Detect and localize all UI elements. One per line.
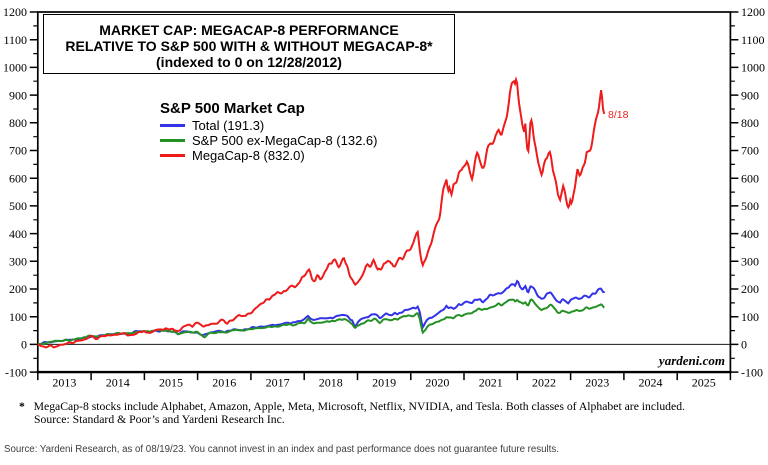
svg-text:900: 900 bbox=[741, 88, 759, 102]
svg-text:2025: 2025 bbox=[692, 376, 716, 390]
svg-text:1100: 1100 bbox=[3, 33, 27, 47]
svg-text:2022: 2022 bbox=[532, 376, 556, 390]
svg-text:300: 300 bbox=[741, 255, 759, 269]
svg-text:2020: 2020 bbox=[425, 376, 449, 390]
svg-text:2013: 2013 bbox=[52, 376, 76, 390]
svg-text:600: 600 bbox=[9, 171, 27, 185]
svg-text:0: 0 bbox=[741, 338, 747, 352]
svg-text:-100: -100 bbox=[5, 365, 27, 379]
svg-text:1200: 1200 bbox=[741, 5, 765, 19]
svg-text:500: 500 bbox=[741, 199, 759, 213]
svg-text:800: 800 bbox=[741, 116, 759, 130]
svg-text:300: 300 bbox=[9, 255, 27, 269]
svg-text:2016: 2016 bbox=[212, 376, 236, 390]
svg-text:500: 500 bbox=[9, 199, 27, 213]
svg-text:1100: 1100 bbox=[741, 33, 765, 47]
svg-text:200: 200 bbox=[741, 282, 759, 296]
svg-text:700: 700 bbox=[9, 144, 27, 158]
svg-text:2023: 2023 bbox=[585, 376, 609, 390]
svg-text:1000: 1000 bbox=[3, 61, 27, 75]
svg-text:100: 100 bbox=[9, 310, 27, 324]
svg-text:600: 600 bbox=[741, 171, 759, 185]
svg-text:2019: 2019 bbox=[372, 376, 396, 390]
svg-text:1200: 1200 bbox=[3, 5, 27, 19]
svg-text:400: 400 bbox=[741, 227, 759, 241]
svg-text:-100: -100 bbox=[741, 365, 763, 379]
svg-text:200: 200 bbox=[9, 282, 27, 296]
svg-text:2014: 2014 bbox=[106, 376, 130, 390]
svg-text:0: 0 bbox=[21, 338, 27, 352]
svg-text:2017: 2017 bbox=[266, 376, 290, 390]
svg-text:2018: 2018 bbox=[319, 376, 343, 390]
svg-text:2021: 2021 bbox=[479, 376, 503, 390]
svg-text:700: 700 bbox=[741, 144, 759, 158]
svg-text:2024: 2024 bbox=[639, 376, 663, 390]
svg-text:2015: 2015 bbox=[159, 376, 183, 390]
svg-text:400: 400 bbox=[9, 227, 27, 241]
svg-text:1000: 1000 bbox=[741, 61, 765, 75]
svg-text:100: 100 bbox=[741, 310, 759, 324]
svg-text:800: 800 bbox=[9, 116, 27, 130]
svg-text:900: 900 bbox=[9, 88, 27, 102]
